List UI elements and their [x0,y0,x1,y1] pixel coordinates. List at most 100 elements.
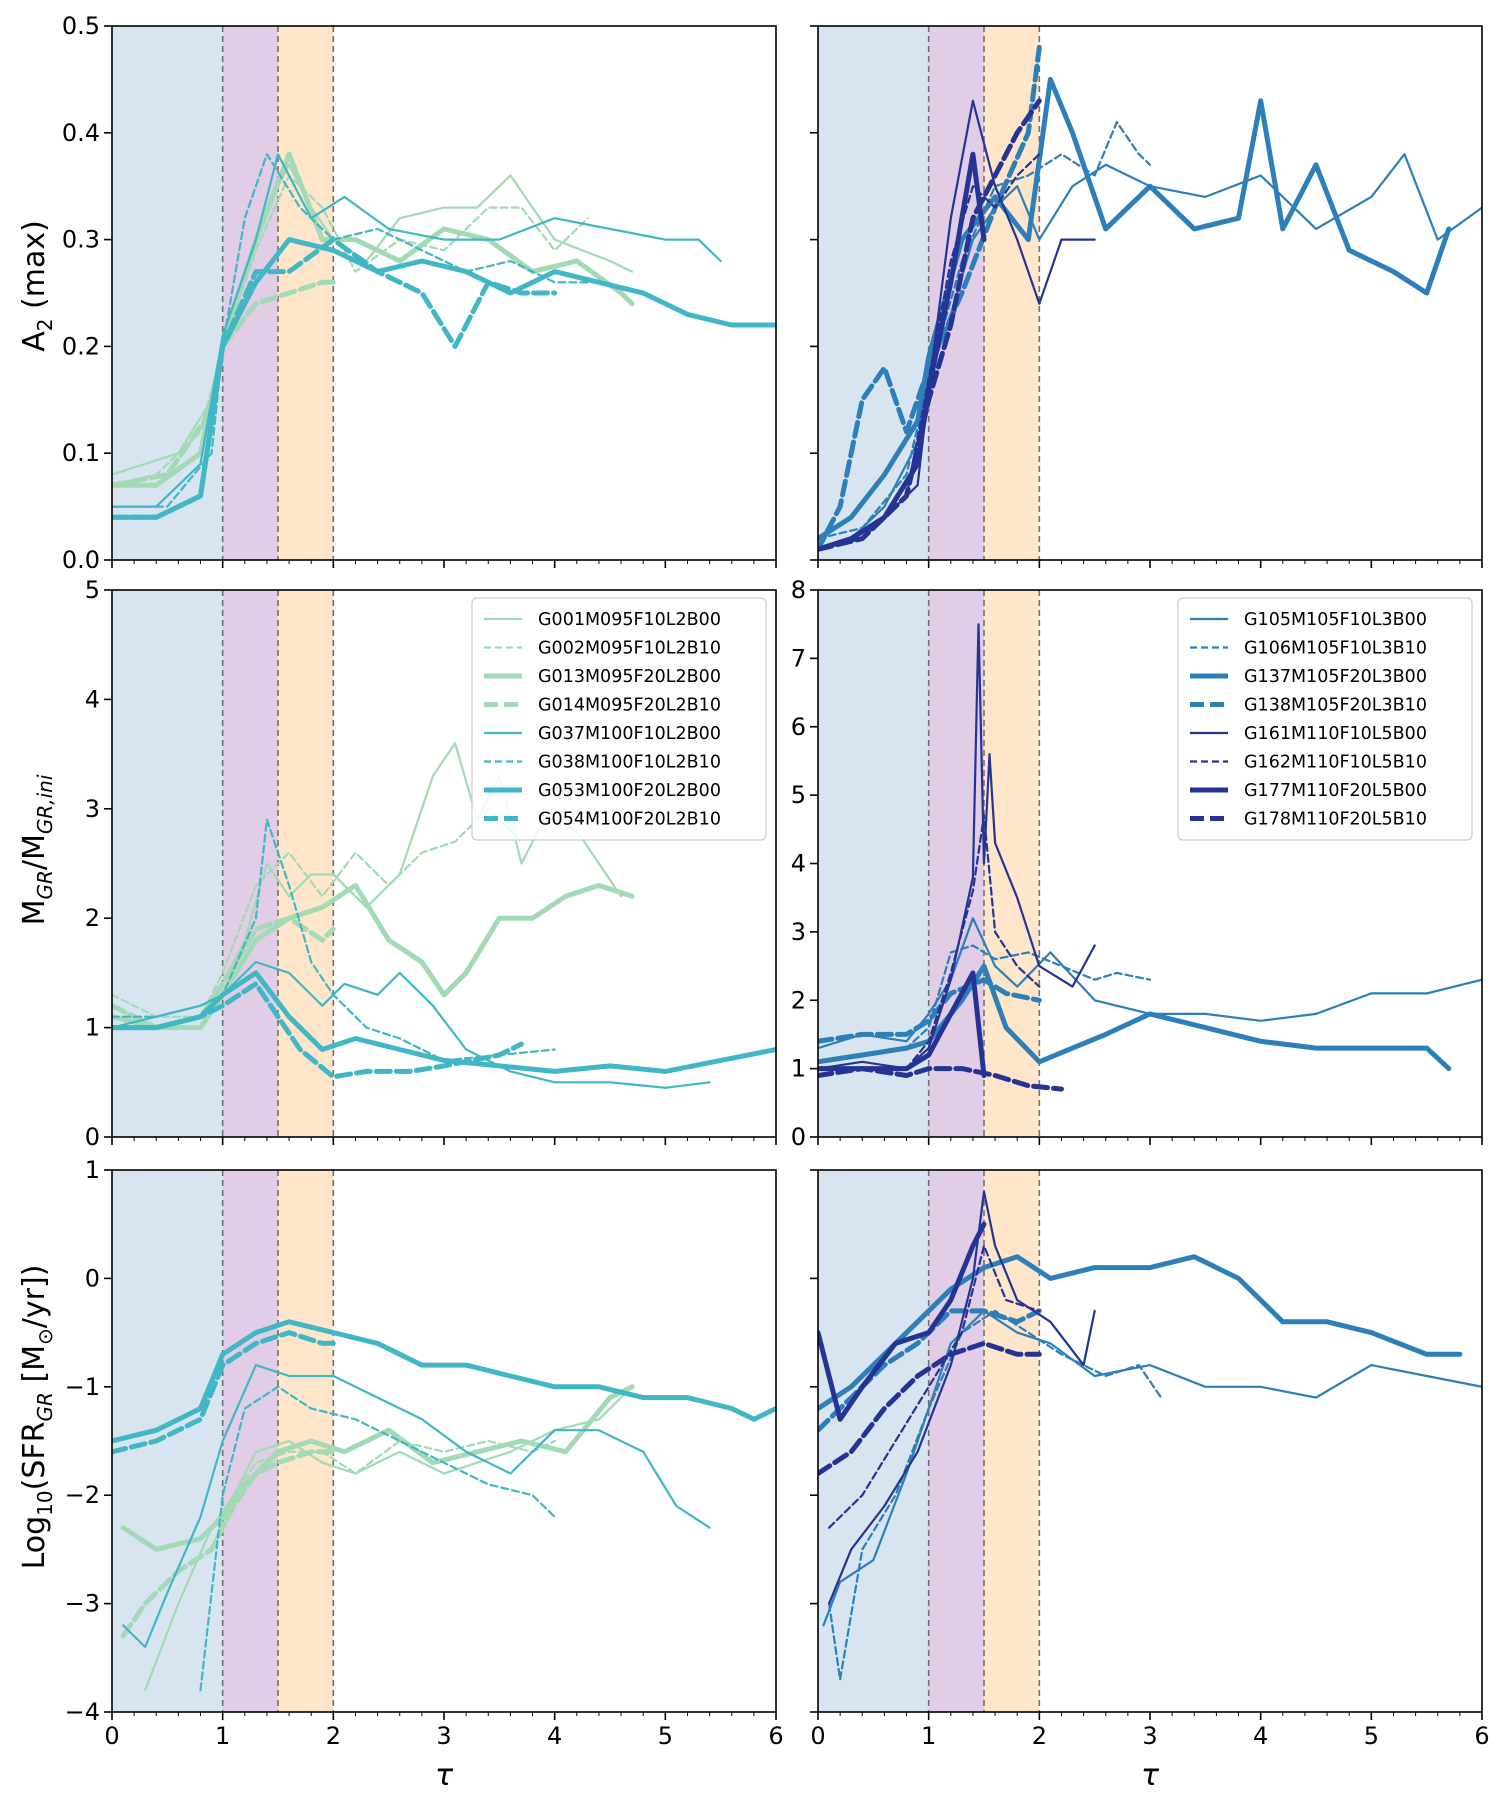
legend-label: G105M105F10L3B00 [1244,610,1427,630]
legend-label: G138M105F20L3B10 [1244,696,1427,716]
ylabel-sfr: Log10(SFRGR [M⊙/yr]) [17,1265,57,1570]
panel-middle-left: 0 1 2 3 4 5 G001M095F10L2B00G002M095F10L2B10G0… [85,576,777,1151]
series-line-G137M105F20L3B00 [818,76,1452,542]
x-tick-label: 4 [1253,1722,1268,1750]
series-line-G054M100F20L2B10 [112,1330,336,1455]
series-group [818,1190,1482,1681]
band-phase-1 [818,1170,929,1712]
panel-top-left: 0.0 0.1 0.2 0.3 0.4 0.5 [62,12,777,574]
band-phase-2 [928,590,984,1137]
x-tick-label: 1 [921,1722,936,1750]
series-line-G053M100F20L2B00 [112,1319,776,1444]
y-tick-label: 8 [791,576,806,604]
series-line-G014M095F20L2B10 [120,1449,336,1639]
xlabel-left: τ [435,1758,454,1793]
legend-label: G002M095F10L2B10 [538,639,721,659]
band-phase-3 [984,590,1040,1137]
series-line-G038M100F10L2B10 [112,153,590,508]
series-line-G037M100F10L2B00 [121,1363,711,1649]
panel-middle-right: 0 1 2 3 4 5 6 7 8 G105M105F10L3B00 G106M105F10L3B1… [791,576,1483,1151]
legend-label: G178M110F20L5B10 [1244,810,1427,830]
series-line-G054M100F20L2B10 [112,237,558,520]
legend: G105M105F10L3B00 G106M105F10L3B10 G137M105… [1177,597,1473,841]
y-tick-label: 2 [85,904,100,932]
legend-label: G161M110F10L5B00 [1244,724,1427,744]
series-group [112,1319,776,1692]
legend: G001M095F10L2B00 G002M095F10L2B10 G013M095… [471,597,767,841]
series-line-G013M095F20L2B00 [120,1384,635,1552]
x-tick-label: 3 [436,1722,451,1750]
x-tick-label: 1 [215,1722,230,1750]
legend-label: G106M105F10L3B10 [1244,639,1427,659]
y-tick-label: 0.4 [62,119,100,147]
y-tick-label: −1 [65,1373,100,1401]
x-tick-label: 5 [658,1722,673,1750]
legend-label: G054M100F20L2B10 [538,810,721,830]
y-tick-label: −2 [65,1481,100,1509]
series-line-G037M100F10L2B00 [112,153,722,508]
band-phase-3 [278,590,334,1137]
band-phase-3 [984,1170,1040,1712]
x-tick-label: 0 [104,1722,119,1750]
x-tick-label: 2 [326,1722,341,1750]
band-phase-1 [112,590,223,1137]
y-tick-label: 4 [791,850,806,878]
series-line-G178M110F20L5B10 [818,98,1042,552]
series-line-G105M105F10L3B00 [822,1309,1482,1627]
y-tick-label: 5 [791,781,806,809]
series-line-G054M100F20L2B10 [112,981,524,1080]
x-tick-label: 6 [768,1722,783,1750]
x-tick-label: 5 [1364,1722,1379,1750]
series-line-G053M100F20L2B00 [112,970,776,1074]
y-tick-label: 3 [791,918,806,946]
series-group [818,44,1482,552]
y-tick-label: 0.0 [62,546,100,574]
series-line-G013M095F20L2B00 [112,882,635,1031]
series-line-G177M110F20L5B00 [818,1221,987,1422]
y-tick-label: 0 [85,1123,100,1151]
y-tick-label: 4 [85,685,100,713]
legend-box [1177,597,1473,841]
y-tick-label: −4 [65,1698,100,1726]
y-tick-label: 0 [85,1264,100,1292]
panel-bottom-left: 0 1 2 3 4 5 6 −4 −3 −2 −1 0 1 [65,1156,784,1750]
xlabel-right: τ [1141,1758,1160,1793]
series-line-G178M110F20L5B10 [818,1066,1064,1092]
y-tick-label: 0 [791,1123,806,1151]
series-group [818,623,1482,1092]
series-line-G178M110F20L5B10 [818,1340,1042,1476]
y-tick-label: 0.1 [62,439,100,467]
legend-label: G037M100F10L2B00 [538,724,721,744]
y-tick-label: 0.2 [62,332,100,360]
legend-label: G038M100F10L2B10 [538,753,721,773]
y-tick-label: 1 [85,1156,100,1184]
x-tick-label: 0 [810,1722,825,1750]
series-line-G001M095F10L2B00 [112,163,634,476]
series-line-G106M105F10L3B10 [827,1309,1163,1681]
y-tick-label: 5 [85,576,100,604]
ylabel-mass-ratio: MGR/MGR,ini [17,774,57,925]
x-tick-label: 4 [547,1722,562,1750]
band-phase-2 [222,590,278,1137]
y-tick-label: 3 [85,795,100,823]
legend-label: G053M100F20L2B00 [538,781,721,801]
x-tick-label: 6 [1474,1722,1489,1750]
y-tick-label: 0.3 [62,226,100,254]
series-line-G137M105F20L3B00 [818,963,1452,1072]
y-tick-label: 2 [791,986,806,1014]
legend-label: G162M110F10L5B10 [1244,753,1427,773]
legend-box [471,597,767,841]
legend-label: G013M095F20L2B00 [538,667,721,687]
y-tick-label: −3 [65,1590,100,1618]
x-tick-label: 3 [1142,1722,1157,1750]
series-group [112,742,776,1089]
legend-label: G137M105F20L3B00 [1244,667,1427,687]
series-line-G038M100F10L2B10 [199,1385,556,1692]
series-line-G106M105F10L3B10 [818,120,1152,540]
y-tick-label: 1 [85,1014,100,1042]
series-group [112,151,776,520]
series-line-G137M105F20L3B00 [818,1254,1463,1411]
panel-top-right [810,25,1483,568]
series-line-G138M105F20L3B10 [818,44,1042,552]
